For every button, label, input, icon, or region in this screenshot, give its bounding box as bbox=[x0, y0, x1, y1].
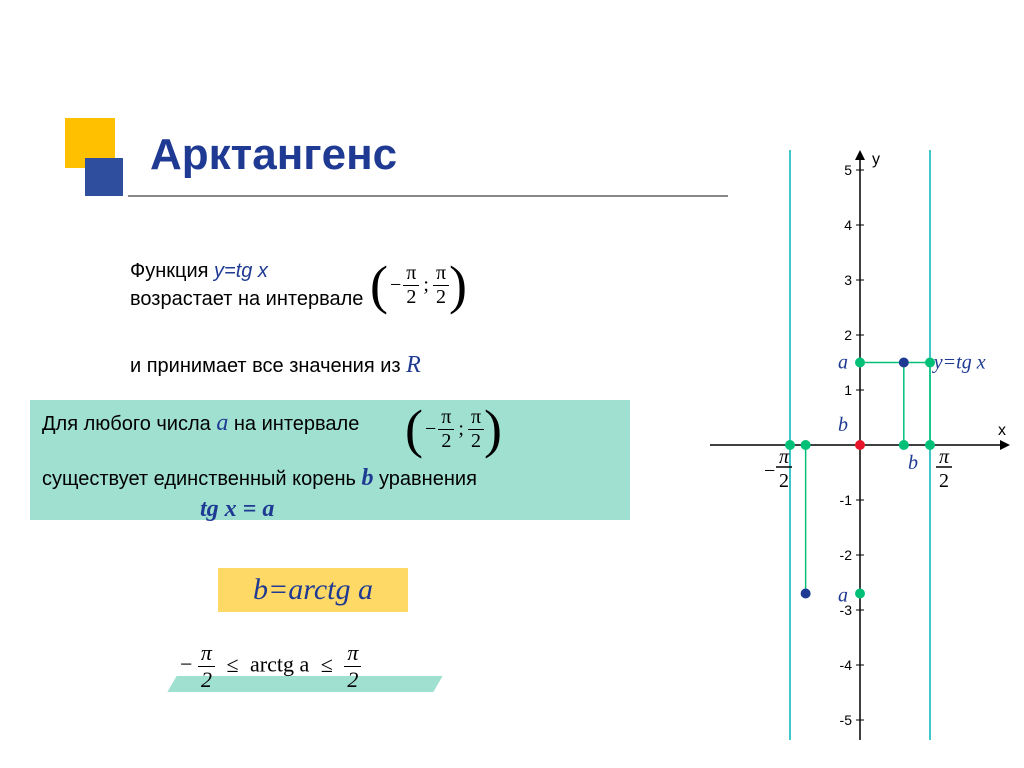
origin-marker bbox=[855, 440, 865, 450]
marker-pi2 bbox=[925, 440, 935, 450]
interval-1: ( − π2 ; π2 ) bbox=[370, 258, 467, 312]
frac-num3: π bbox=[438, 406, 454, 430]
y-tick-label: 2 bbox=[844, 327, 852, 343]
y-tick-label: -2 bbox=[840, 547, 853, 563]
title-decoration-blue bbox=[85, 158, 123, 196]
ineq-ln: π bbox=[198, 640, 215, 667]
tangent-chart: -5-4-3-2-112345yxay=tg xbba−π2π2 bbox=[710, 150, 1010, 740]
pi2-den: 2 bbox=[939, 470, 949, 492]
of-equation: уравнения bbox=[379, 468, 477, 490]
x-arrow-icon bbox=[1000, 440, 1010, 450]
lparen-icon: ( bbox=[370, 258, 388, 312]
var-a: a bbox=[216, 410, 228, 436]
marker-a2-axis bbox=[855, 589, 865, 599]
exists-root: существует единственный корень bbox=[42, 468, 361, 490]
page-title: Арктангенс bbox=[150, 130, 397, 180]
label-b-left: b bbox=[838, 414, 848, 436]
y-tick-label: -5 bbox=[840, 712, 853, 728]
x-axis-label: x bbox=[998, 422, 1006, 439]
label-a2: a bbox=[838, 585, 848, 607]
interval-2: ( − π2 ; π2 ) bbox=[405, 402, 502, 456]
inequality: − π2 ≤ arctg a ≤ π2 bbox=[180, 640, 361, 693]
marker-b2-axis bbox=[801, 440, 811, 450]
minus-pi2-num: π bbox=[779, 446, 790, 468]
text-values: и принимает все значения из R bbox=[130, 352, 421, 379]
rparen-icon: ) bbox=[449, 258, 467, 312]
text-increases: возрастает на интервале bbox=[130, 288, 363, 311]
frac-num: π bbox=[403, 262, 419, 286]
R-set: R bbox=[406, 352, 421, 378]
any-number: Для любого числа bbox=[42, 413, 216, 435]
frac-num2: π bbox=[433, 262, 449, 286]
ineq-rd: 2 bbox=[344, 667, 361, 693]
ineq-ld: 2 bbox=[198, 667, 215, 693]
minus-sign2: − bbox=[425, 418, 436, 441]
y-tick-label: -4 bbox=[840, 657, 853, 673]
y-tick-label: -1 bbox=[840, 492, 853, 508]
title-rule bbox=[128, 195, 728, 197]
ineq-leq1: ≤ bbox=[226, 652, 238, 677]
y-axis-label: y bbox=[872, 151, 880, 168]
label-a: a bbox=[838, 352, 848, 374]
semicolon: ; bbox=[423, 274, 429, 297]
fn-expr: y=tg x bbox=[214, 260, 268, 282]
takes-values: и принимает все значения из bbox=[130, 355, 406, 377]
marker-on-curve bbox=[899, 358, 909, 368]
word-function: Функция bbox=[130, 260, 214, 282]
minus-pi2-minus: − bbox=[764, 460, 775, 482]
semicolon2: ; bbox=[458, 418, 464, 441]
minus-pi2-den: 2 bbox=[779, 470, 789, 492]
frac-den: 2 bbox=[403, 286, 419, 309]
label-fn: y=tg x bbox=[932, 352, 986, 374]
text-function: Функция y=tg x bbox=[130, 260, 268, 283]
result-box: b=arctg a bbox=[218, 568, 408, 612]
marker-a-on-axis bbox=[855, 358, 865, 368]
y-arrow-icon bbox=[855, 150, 865, 160]
var-b: b bbox=[361, 465, 373, 491]
frac-den2: 2 bbox=[433, 286, 449, 309]
theorem-box: Для любого числа a на интервале существу… bbox=[30, 400, 630, 520]
equation-tg: tg x = a bbox=[200, 496, 274, 523]
pi2-num: π bbox=[939, 446, 950, 468]
rparen-icon2: ) bbox=[484, 402, 502, 456]
ineq-leq2: ≤ bbox=[321, 652, 333, 677]
label-b-right: b bbox=[908, 452, 918, 474]
marker-a2-curve bbox=[801, 589, 811, 599]
frac-den3: 2 bbox=[438, 430, 454, 453]
ineq-minus: − bbox=[180, 652, 192, 677]
y-tick-label: 3 bbox=[844, 272, 852, 288]
marker-b-on-axis bbox=[899, 440, 909, 450]
on-interval: на интервале bbox=[234, 413, 359, 435]
ineq-rn: π bbox=[344, 640, 361, 667]
y-tick-label: 1 bbox=[844, 382, 852, 398]
minus-sign: − bbox=[390, 274, 401, 297]
ineq-mid: arctg a bbox=[250, 652, 309, 677]
lparen-icon2: ( bbox=[405, 402, 423, 456]
frac-den4: 2 bbox=[468, 430, 484, 453]
y-tick-label: 4 bbox=[844, 217, 852, 233]
y-tick-label: 5 bbox=[844, 162, 852, 178]
frac-num4: π bbox=[468, 406, 484, 430]
